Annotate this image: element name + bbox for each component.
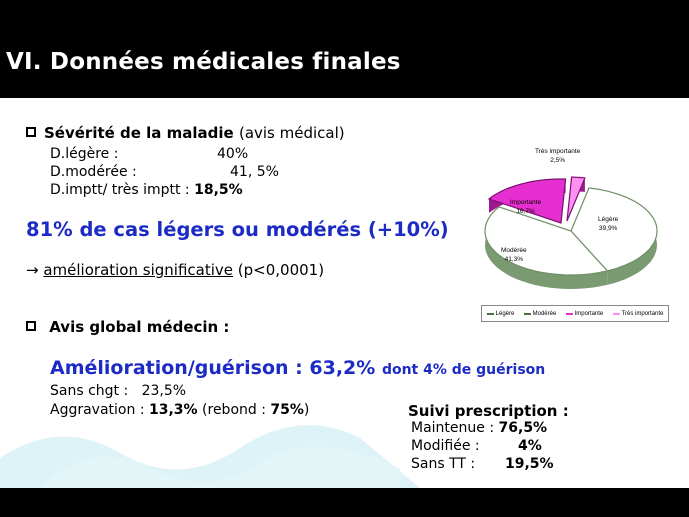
severity-row-light: D.légère :40% <box>50 146 249 162</box>
severity-pie-chart <box>484 176 658 289</box>
slide-content <box>0 98 689 488</box>
no-change-row: Sans chgt : 23,5% <box>50 383 187 399</box>
significance-line: → amélioration significative (p<0,0001) <box>26 261 325 279</box>
legend-swatch <box>486 312 494 315</box>
prescription-heading: Suivi prescription : <box>408 402 569 420</box>
pie-label-important: Importante 16,7% <box>510 199 542 215</box>
pie-slice-very-important <box>566 176 586 222</box>
arrow-icon: → <box>26 261 39 279</box>
checkbox-bullet-icon <box>26 127 36 137</box>
legend-swatch <box>565 312 573 315</box>
slide-title: VI. Données médicales finales <box>6 49 401 75</box>
pie-slice-moderate <box>484 206 609 276</box>
legend-swatch <box>612 312 620 315</box>
legend-swatch <box>523 312 531 315</box>
background-watermark <box>0 425 420 488</box>
worsening-row: Aggravation : 13,3% (rebond : 75%) <box>50 402 310 418</box>
global-opinion-heading: Avis global médecin : <box>26 318 229 336</box>
legend-item-light: Légère <box>486 311 514 317</box>
pie-label-moderate: Modérée 41,3% <box>501 247 527 263</box>
pie-label-light: Légère 39,9% <box>598 216 619 232</box>
checkbox-bullet-icon <box>26 321 36 331</box>
chart-legend: Légère Modérée Importante Très important… <box>481 305 669 322</box>
pie-label-very-important: Très importante 2,5% <box>535 148 581 164</box>
severity-row-severe: D.imptt/ très imptt : 18,5% <box>50 182 243 198</box>
pie-slice-light <box>570 187 658 272</box>
improvement-line: Amélioration/guérison : 63,2% dont 4% de… <box>50 357 546 379</box>
highlight-text: 81% de cas légers ou modérés (+10%) <box>26 218 449 241</box>
prescription-row-modified: Modifiée :4% <box>411 438 542 454</box>
prescription-row-no-treatment: Sans TT :19,5% <box>411 456 554 472</box>
severity-heading: Sévérité de la maladie (avis médical) <box>26 124 345 142</box>
pie-slice-side <box>485 206 608 289</box>
pie-slice-important <box>487 178 567 224</box>
legend-item-very-important: Très importante <box>612 311 663 317</box>
legend-item-important: Importante <box>565 311 603 317</box>
prescription-row-maintained: Maintenue : 76,5% <box>411 420 548 436</box>
severity-row-moderate: D.modérée :41, 5% <box>50 164 279 180</box>
legend-item-moderate: Modérée <box>523 311 556 317</box>
